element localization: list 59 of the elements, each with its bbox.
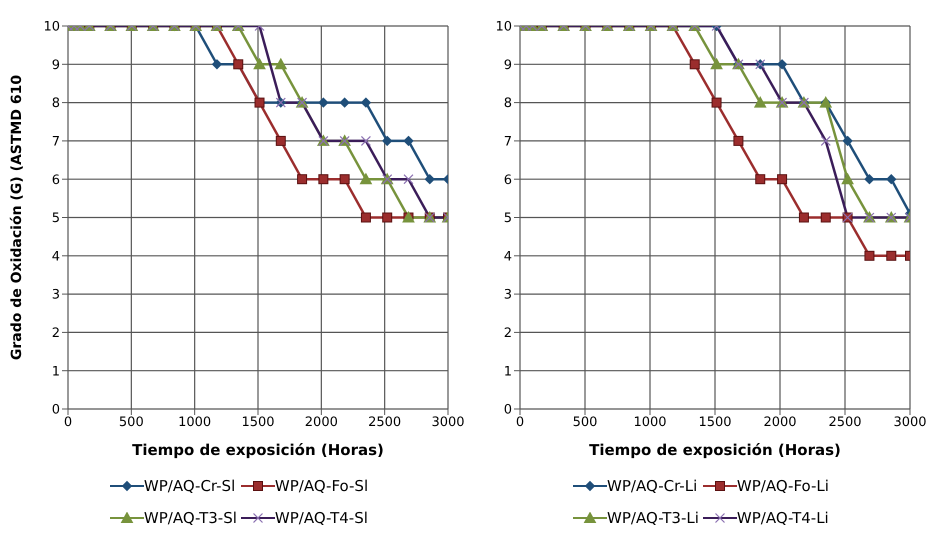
y-tick-label: 5 [52, 211, 60, 226]
legend-label: WP/AQ-T4-Li [736, 509, 829, 527]
x-tick-label: 0 [516, 415, 524, 430]
point [886, 250, 896, 261]
x-tick-label: 1000 [633, 415, 667, 430]
point [798, 212, 809, 222]
y-tick-label: 1 [504, 364, 512, 380]
y-tick-label: 2 [504, 326, 512, 342]
x-tick-label: 2000 [763, 415, 797, 430]
y-tick-label: 0 [504, 402, 512, 418]
y-tick-label: 10 [495, 20, 512, 35]
y-tick-label: 3 [504, 288, 512, 303]
y-tick-label: 8 [52, 96, 60, 112]
x-axis-title: Tiempo de exposición (Horas) [132, 441, 384, 459]
y-axis-title: Grado de Oxidación (G) (ASTMD 610 [8, 74, 25, 360]
point [886, 174, 896, 184]
y-tick-label: 7 [52, 134, 60, 150]
point [864, 174, 874, 184]
legend-label: WP/AQ-Cr-Li [607, 477, 698, 495]
y-tick-label: 4 [52, 249, 60, 264]
y-tick-label: 0 [52, 402, 60, 418]
point [864, 250, 874, 261]
legend-label: WP/AQ-Fo-Li [736, 477, 829, 495]
x-tick-label: 0 [64, 415, 72, 430]
legend-label: WP/AQ-T3-Li [607, 509, 699, 527]
x-tick-label: 1500 [698, 415, 732, 430]
y-tick-label: 8 [504, 96, 512, 112]
point [842, 136, 853, 146]
y-tick-label: 7 [504, 134, 512, 150]
x-axis-title: Tiempo de exposición (Horas) [589, 441, 841, 459]
point [755, 174, 766, 184]
x-tick-label: 2500 [368, 415, 402, 430]
y-tick-label: 4 [504, 249, 512, 264]
x-tick-label: 500 [118, 415, 144, 430]
y-tick-label: 1 [52, 364, 60, 380]
point [777, 174, 788, 184]
x-tick-label: 2000 [304, 415, 338, 430]
y-tick-label: 5 [504, 211, 512, 226]
y-tick-label: 2 [52, 326, 60, 342]
point [712, 98, 722, 108]
legend-label: WP/AQ-T3-Sl [144, 509, 237, 527]
legend-label: WP/AQ-T4-Sl [274, 509, 368, 527]
point [733, 136, 744, 146]
legend-label: WP/AQ-Fo-Sl [274, 477, 368, 495]
x-tick-label: 3000 [431, 415, 465, 430]
x-tick-label: 1000 [178, 415, 212, 430]
x-tick-label: 1500 [241, 415, 275, 430]
y-tick-label: 10 [43, 20, 60, 35]
legend-label: WP/AQ-Cr-Sl [144, 477, 236, 495]
y-tick-label: 6 [52, 172, 60, 188]
x-tick-label: 3000 [893, 415, 927, 430]
point [820, 212, 831, 222]
x-tick-label: 2500 [828, 415, 862, 430]
y-tick-label: 3 [52, 288, 60, 303]
y-tick-label: 6 [504, 172, 512, 188]
y-tick-label: 9 [504, 58, 512, 73]
point [842, 173, 854, 184]
y-tick-label: 9 [52, 58, 60, 73]
x-tick-label: 500 [572, 415, 598, 430]
